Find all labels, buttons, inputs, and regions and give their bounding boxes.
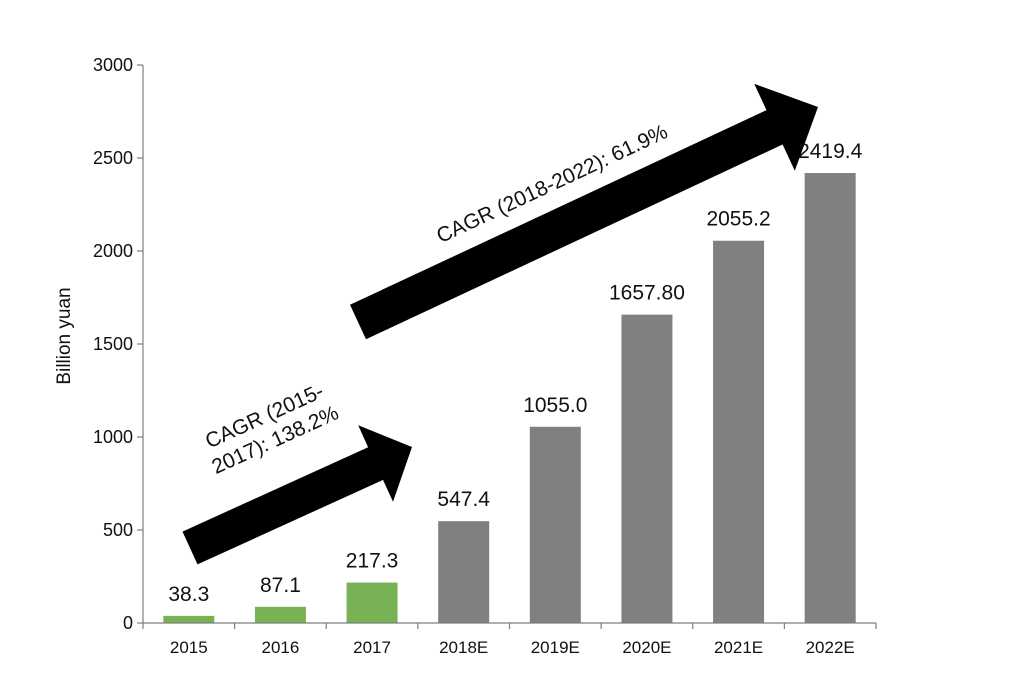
bar-2020e bbox=[621, 314, 673, 623]
data-label-2016: 87.1 bbox=[260, 574, 301, 597]
bar-2022e bbox=[804, 172, 856, 624]
axes-group bbox=[137, 64, 877, 629]
y-tick-label-2500: 2500 bbox=[93, 148, 133, 168]
x-tick-label-2019e: 2019E bbox=[531, 638, 580, 657]
x-tick-label-2018e: 2018E bbox=[439, 638, 488, 657]
y-axis-title: Billion yuan bbox=[54, 287, 75, 384]
x-tick-label-2015: 2015 bbox=[170, 638, 208, 657]
bar-2016 bbox=[254, 606, 306, 623]
data-label-2015: 38.3 bbox=[168, 583, 209, 606]
bars-group bbox=[163, 172, 856, 624]
y-tick-label-500: 500 bbox=[103, 520, 133, 540]
y-tick-label-1500: 1500 bbox=[93, 334, 133, 354]
bar-2018e bbox=[438, 521, 490, 623]
x-tick-label-2022e: 2022E bbox=[806, 638, 855, 657]
x-tick-label-2021e: 2021E bbox=[714, 638, 763, 657]
x-tick-label-2016: 2016 bbox=[262, 638, 300, 657]
x-tick-label-2020e: 2020E bbox=[622, 638, 671, 657]
cagr-2015-2017-label: CAGR (2015-2017): 138.2% bbox=[198, 378, 343, 479]
y-tick-label-0: 0 bbox=[123, 613, 133, 633]
data-label-2021e: 2055.2 bbox=[706, 208, 770, 231]
y-tick-label-3000: 3000 bbox=[93, 55, 133, 75]
cagr-2015-2017-arrow bbox=[182, 425, 412, 565]
x-tick-label-2017: 2017 bbox=[353, 638, 391, 657]
y-tick-label-2000: 2000 bbox=[93, 241, 133, 261]
cagr-arrows bbox=[182, 83, 818, 565]
bar-2019e bbox=[529, 426, 581, 623]
y-tick-label-1000: 1000 bbox=[93, 427, 133, 447]
bar-2017 bbox=[346, 582, 398, 623]
data-label-2022e: 2419.4 bbox=[798, 140, 863, 163]
data-label-2019e: 1055.0 bbox=[523, 394, 587, 417]
data-label-2018e: 547.4 bbox=[437, 488, 490, 511]
data-label-2017: 217.3 bbox=[346, 550, 399, 573]
bar-2015 bbox=[163, 615, 215, 623]
data-label-2020e: 1657.80 bbox=[609, 282, 685, 305]
bar-2021e bbox=[713, 240, 765, 624]
cagr-2018-2022-arrow bbox=[350, 83, 818, 340]
